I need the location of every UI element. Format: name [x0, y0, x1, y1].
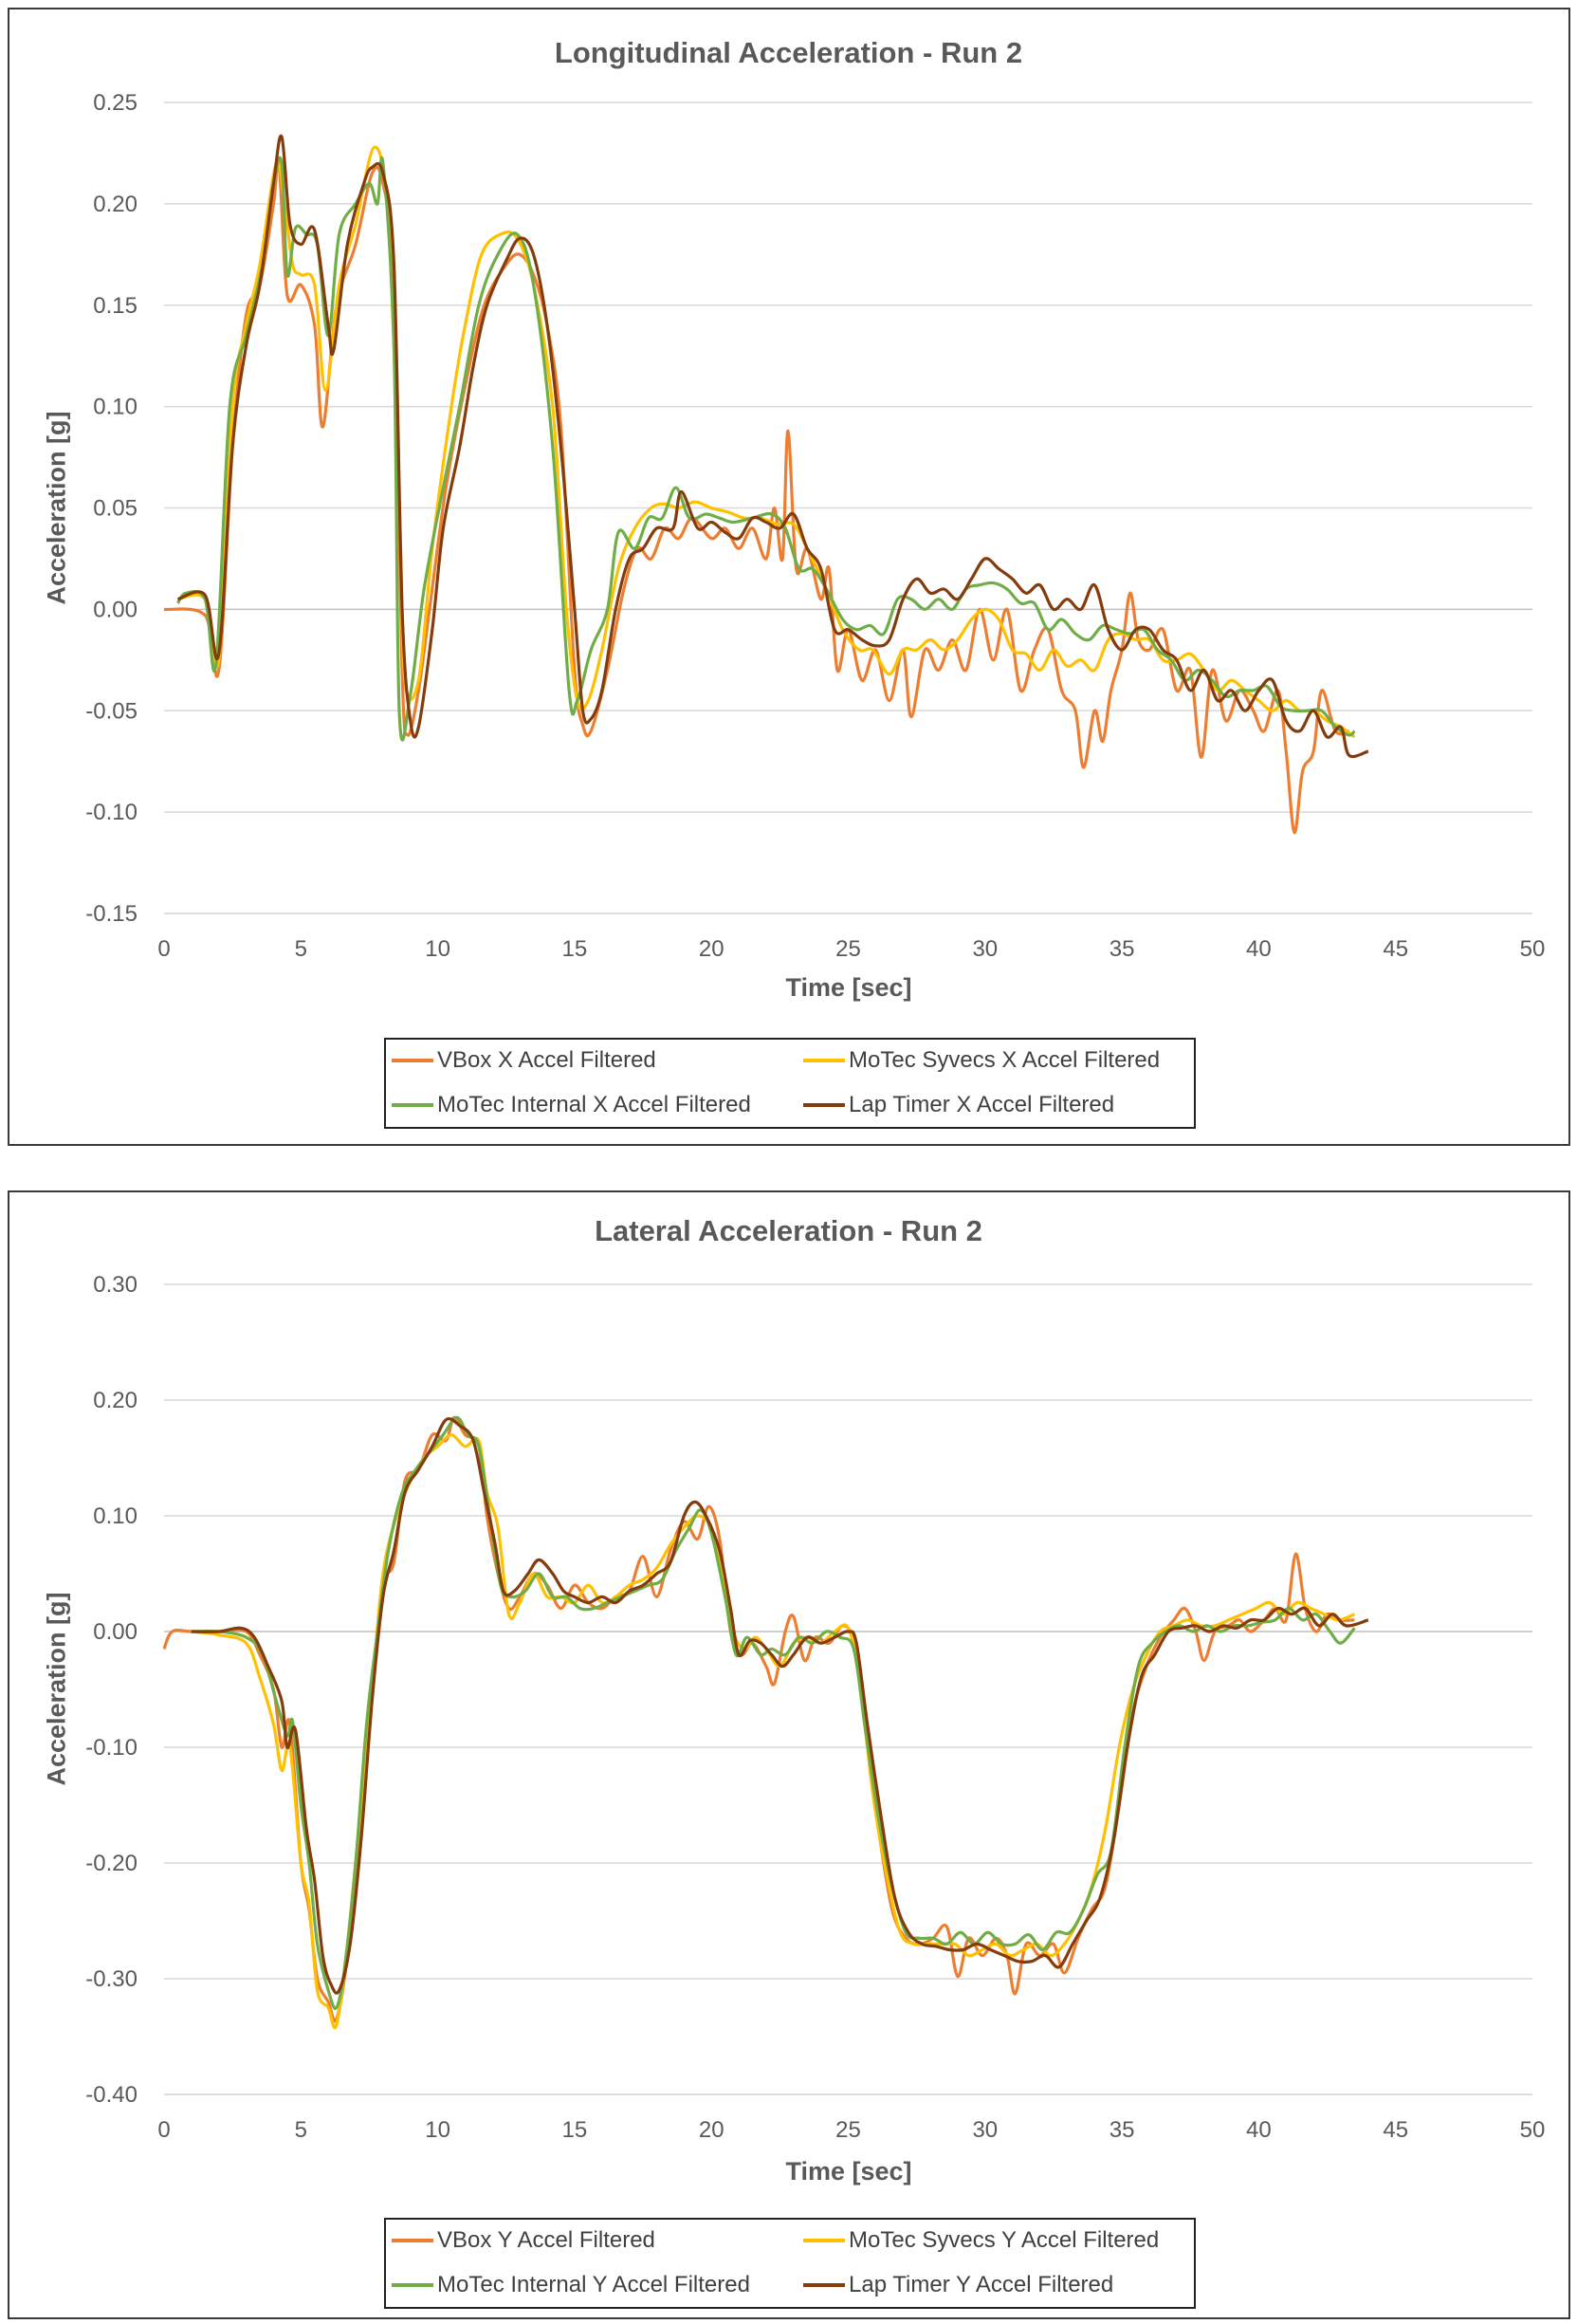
plot-area-longitudinal: -0.15 -0.10 -0.05 0.00 0.05 0.10 0.15 0.20 0.25 0…	[85, 90, 1546, 962]
x-tick-label: 10	[425, 2117, 450, 2143]
legend-swatch	[392, 2283, 433, 2287]
y-tick-label: 0.00	[93, 597, 138, 622]
x-tick-label: 0	[157, 2117, 170, 2143]
y-tick-label: 0.15	[93, 293, 138, 319]
legend: VBox Y Accel Filtered MoTec Syvecs Y Acc…	[384, 2218, 1196, 2309]
x-tick-label: 25	[835, 936, 861, 962]
legend-label: MoTec Syvecs X Accel Filtered	[849, 1047, 1161, 1073]
y-tick-label: 0.00	[93, 1619, 138, 1645]
y-tick-label: -0.05	[85, 698, 138, 724]
x-tick-label: 0	[157, 936, 170, 962]
x-tick-label: 10	[425, 936, 450, 962]
chart-title: Longitudinal Acceleration - Run 2	[554, 36, 1023, 69]
legend-item: MoTec Syvecs Y Accel Filtered	[803, 2227, 1159, 2254]
legend-swatch	[803, 2239, 845, 2242]
series-line	[191, 1415, 1356, 2010]
chart-title: Lateral Acceleration - Run 2	[595, 1214, 982, 1247]
x-tick-label: 20	[699, 2117, 724, 2143]
legend: VBox X Accel Filtered MoTec Syvecs X Acc…	[384, 1038, 1196, 1129]
legend-label: MoTec Internal Y Accel Filtered	[437, 2272, 750, 2297]
y-tick-label: 0.10	[93, 1503, 138, 1529]
y-tick-label: 0.20	[93, 192, 138, 217]
legend-item: Lap Timer Y Accel Filtered	[803, 2272, 1113, 2298]
x-tick-label: 50	[1520, 2117, 1546, 2143]
x-axis-title: Time [sec]	[785, 973, 912, 1002]
y-tick-label: -0.30	[85, 1966, 138, 1992]
x-tick-label: 15	[562, 936, 588, 962]
legend-label: Lap Timer X Accel Filtered	[849, 1092, 1115, 1117]
y-tick-label: -0.10	[85, 1735, 138, 1761]
legend-item: MoTec Internal X Accel Filtered	[392, 1092, 751, 1118]
chart-longitudinal	[8, 8, 1570, 1146]
y-tick-label: 0.05	[93, 496, 138, 522]
x-tick-label: 5	[295, 936, 307, 962]
y-tick-label: 0.30	[93, 1272, 138, 1298]
legend-swatch	[392, 2239, 433, 2242]
x-tick-label: 40	[1246, 936, 1272, 962]
x-tick-label: 15	[562, 2117, 588, 2143]
x-tick-label: 35	[1109, 936, 1135, 962]
legend-item: MoTec Syvecs X Accel Filtered	[803, 1047, 1160, 1074]
legend-label: Lap Timer Y Accel Filtered	[849, 2272, 1114, 2297]
series-line	[176, 156, 1356, 742]
legend-swatch	[803, 1103, 845, 1107]
legend-label: VBox Y Accel Filtered	[437, 2227, 655, 2253]
x-tick-label: 30	[972, 2117, 998, 2143]
x-tick-label: 25	[835, 2117, 861, 2143]
y-tick-label: 0.25	[93, 90, 138, 116]
legend-swatch	[392, 1059, 433, 1062]
legend-item: VBox X Accel Filtered	[392, 1047, 656, 1074]
x-axis-title: Time [sec]	[785, 2157, 912, 2186]
x-tick-label: 20	[699, 936, 724, 962]
legend-item: VBox Y Accel Filtered	[392, 2227, 655, 2254]
legend-swatch	[803, 2283, 845, 2287]
y-tick-label: -0.40	[85, 2082, 138, 2108]
x-tick-label: 5	[295, 2117, 307, 2143]
x-tick-label: 30	[972, 936, 998, 962]
legend-item: Lap Timer X Accel Filtered	[803, 1092, 1114, 1118]
series-line	[177, 145, 1356, 739]
legend-swatch	[803, 1059, 845, 1062]
chart-lateral	[8, 1190, 1570, 2319]
x-tick-label: 45	[1383, 2117, 1408, 2143]
legend-label: MoTec Internal X Accel Filtered	[437, 1092, 751, 1117]
series-line	[176, 134, 1369, 759]
series-line	[191, 1417, 1369, 1995]
y-tick-label: -0.10	[85, 800, 138, 825]
series-line	[162, 1415, 1355, 2023]
y-tick-label: -0.15	[85, 901, 138, 927]
legend-label: MoTec Syvecs Y Accel Filtered	[849, 2227, 1160, 2253]
x-tick-label: 50	[1520, 936, 1546, 962]
legend-item: MoTec Internal Y Accel Filtered	[392, 2272, 750, 2298]
x-tick-label: 40	[1246, 2117, 1272, 2143]
y-tick-label: -0.20	[85, 1851, 138, 1876]
legend-swatch	[392, 1103, 433, 1107]
legend-label: VBox X Accel Filtered	[437, 1047, 656, 1073]
y-tick-label: 0.10	[93, 395, 138, 420]
x-tick-label: 35	[1109, 2117, 1135, 2143]
x-tick-label: 45	[1383, 936, 1408, 962]
y-tick-label: 0.20	[93, 1388, 138, 1413]
